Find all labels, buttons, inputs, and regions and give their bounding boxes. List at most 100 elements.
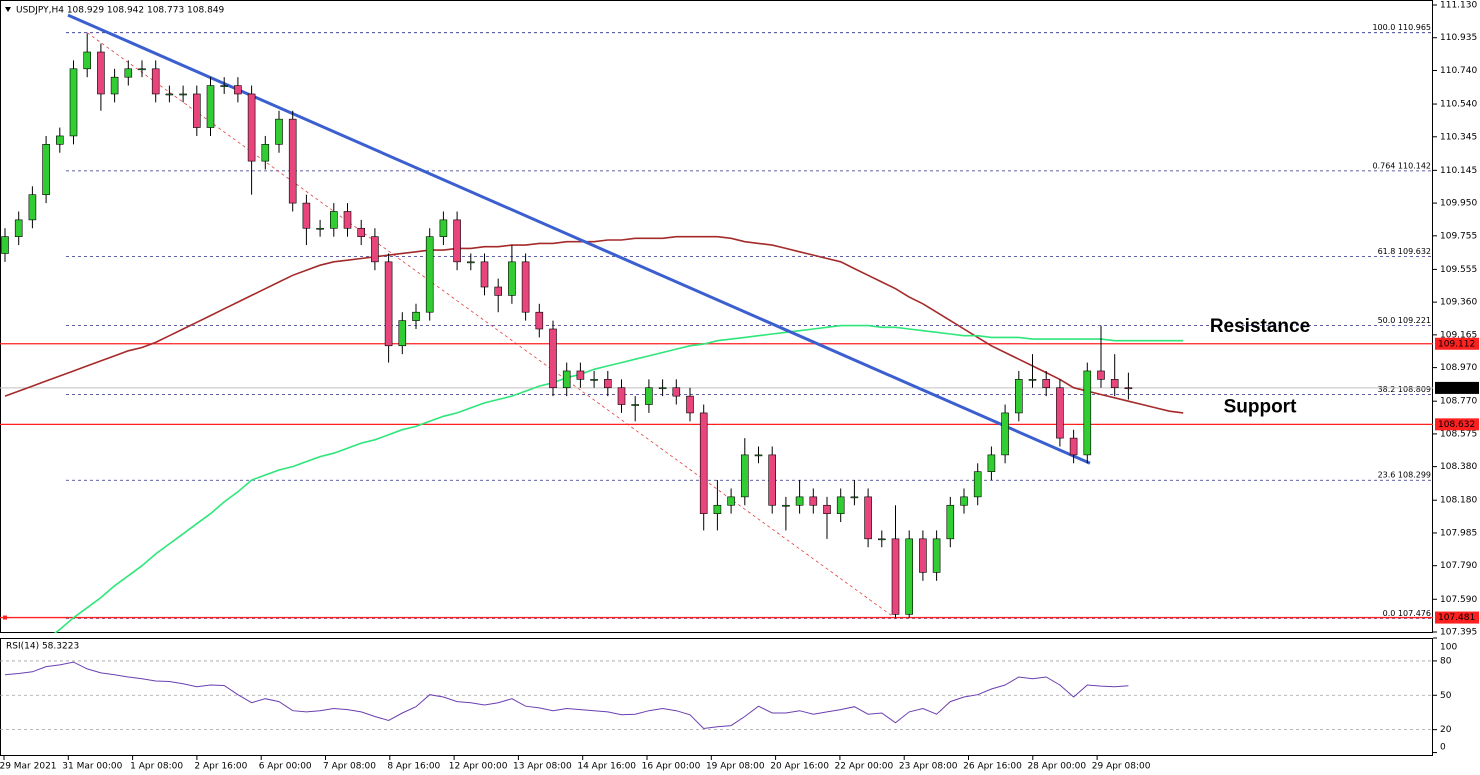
candle-body: [329, 211, 338, 229]
candle-body: [165, 93, 174, 96]
x-tick-label: 8 Apr 16:00: [387, 762, 440, 772]
rsi-line: [4, 661, 1129, 730]
candle-body: [357, 227, 366, 237]
y-tick-label: 110.935: [1440, 33, 1477, 43]
x-tick-label: 31 Mar 00:00: [62, 762, 122, 772]
candle-body: [466, 261, 475, 264]
candle-body: [55, 135, 64, 145]
y-tick-label: 110.345: [1440, 132, 1477, 142]
x-tick-label: 12 Apr 00:00: [449, 762, 508, 772]
y-tick-label: 107.985: [1440, 528, 1477, 538]
fib-label: 38.2 108.809: [1378, 385, 1431, 394]
candle-body: [877, 538, 886, 541]
candle-body: [932, 538, 941, 573]
level-annotation: Support: [1224, 396, 1297, 417]
chart-title: USDJPY,H4 108.929 108.942 108.773 108.84…: [16, 6, 225, 16]
candle-body: [823, 504, 831, 514]
candle-body: [686, 395, 694, 414]
candle-body: [151, 68, 160, 95]
y-tick-label: 50: [1440, 691, 1452, 701]
level-annotation: Resistance: [1210, 316, 1310, 337]
price-tag: [1435, 381, 1479, 394]
candle-body: [28, 194, 37, 221]
candle-body: [1028, 379, 1037, 381]
y-tick-label: 107.395: [1440, 628, 1477, 638]
y-tick-label: 108.380: [1440, 462, 1477, 472]
candle-body: [247, 93, 256, 162]
y-tick-label: 110.740: [1440, 66, 1477, 76]
fib-label: 61.8 109.632: [1378, 247, 1431, 256]
x-tick-label: 26 Apr 16:00: [963, 762, 1022, 772]
y-tick-label: 109.165: [1440, 330, 1477, 340]
y-tick-label: 108.970: [1440, 363, 1477, 373]
y-tick-label: 110.540: [1440, 100, 1477, 110]
candle-body: [1097, 370, 1105, 380]
candle-body: [384, 261, 393, 347]
x-tick-label: 13 Apr 08:00: [513, 762, 572, 772]
fib-label: 50.0 109.221: [1378, 316, 1431, 325]
candle-body: [275, 118, 283, 145]
x-tick-label: 23 Apr 08:00: [899, 762, 958, 772]
y-tick-label: 0: [1440, 743, 1446, 753]
candle-body: [987, 454, 996, 472]
price-tag-label: 108.632: [1438, 420, 1475, 430]
candle-body: [439, 219, 448, 237]
moving-average: [4, 235, 1184, 414]
candle-body: [193, 93, 201, 128]
y-tick-label: 108.575: [1440, 429, 1477, 439]
candle-body: [234, 85, 242, 95]
candle-body: [672, 387, 681, 397]
candle-body: [494, 286, 503, 296]
candle-body: [645, 387, 653, 405]
candle-body: [946, 504, 955, 540]
y-tick-label: 108.180: [1440, 496, 1477, 506]
y-tick-label: 109.555: [1440, 265, 1477, 275]
candle-body: [795, 496, 804, 506]
moving-average: [53, 324, 1184, 633]
y-tick-label: 107.790: [1440, 561, 1477, 571]
candle-body: [97, 51, 105, 95]
candle-body: [617, 387, 626, 405]
candle-body: [1069, 437, 1078, 456]
candle-body: [261, 144, 270, 162]
candle-body: [905, 538, 914, 615]
candle-body: [69, 68, 78, 137]
candle-body: [138, 68, 146, 71]
candle-body: [412, 311, 420, 321]
y-tick-label: 109.360: [1440, 298, 1477, 308]
y-tick-label: 109.755: [1440, 231, 1477, 241]
fib-label: 0.764 110.142: [1372, 161, 1431, 170]
candle-body: [576, 370, 585, 380]
price-tag-label: 109.112: [1438, 339, 1475, 349]
y-tick-label: 108.770: [1440, 397, 1477, 407]
y-tick-label: 80: [1440, 656, 1452, 666]
candle-body: [453, 219, 461, 263]
candle-body: [809, 496, 818, 506]
candle-body: [699, 412, 708, 514]
candle-body: [658, 387, 667, 390]
x-tick-label: 20 Apr 16:00: [770, 762, 829, 772]
candle-body: [1001, 412, 1009, 456]
candle-body: [206, 85, 215, 128]
candle-body: [110, 76, 119, 95]
candle-body: [713, 504, 722, 514]
y-tick-label: 100: [1440, 643, 1457, 653]
y-tick-label: 109.950: [1440, 199, 1477, 209]
x-tick-label: 28 Apr 00:00: [1027, 762, 1086, 772]
candle-body: [535, 311, 544, 330]
candle-body: [1, 236, 9, 254]
rsi-panel: [0, 638, 1433, 756]
price-tag-label: 108.849: [1438, 383, 1475, 393]
y-tick-label: 110.145: [1440, 166, 1477, 176]
candle-body: [480, 261, 489, 288]
candle-body: [14, 219, 23, 237]
candle-body: [288, 118, 297, 204]
candle-body: [371, 236, 379, 263]
x-tick-label: 22 Apr 00:00: [835, 762, 894, 772]
price-tag: [1435, 418, 1479, 431]
price-tag-label: 107.481: [1438, 613, 1475, 623]
x-tick-label: 29 Apr 08:00: [1092, 762, 1151, 772]
fib-label: 0.0 107.476: [1383, 609, 1431, 618]
candle-body: [603, 379, 612, 389]
candle-body: [1056, 387, 1064, 439]
